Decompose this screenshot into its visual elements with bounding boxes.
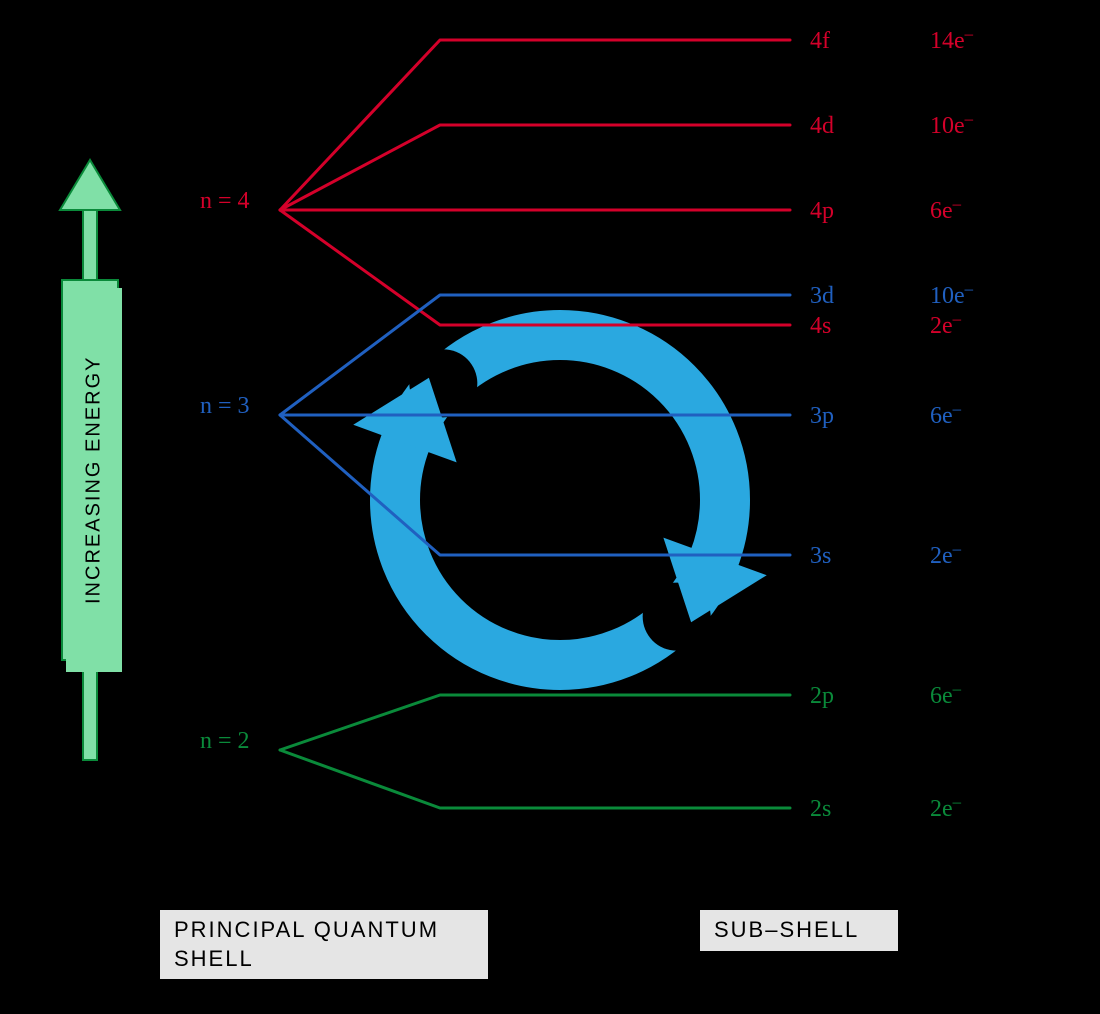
label-text: SUB–SHELL [714,917,859,942]
subshell-electrons: 2e– [930,309,962,340]
principal-quantum-shell-label: PRINCIPAL QUANTUM SHELL [160,910,488,979]
watermark-icon [353,335,766,665]
subshell-electrons: 14e– [930,24,974,55]
subshell-name: 2s [810,796,831,822]
subshell-electrons: 6e– [930,679,962,710]
subshell-name: 3p [810,403,834,429]
subshell-electrons: 6e– [930,399,962,430]
subshell-electrons: 2e– [930,539,962,570]
label-text: PRINCIPAL QUANTUM [174,917,439,942]
subshell-electrons: 10e– [930,109,974,140]
subshell-line: 4d 10e– [280,109,974,211]
diagram-canvas: 4f 14e– 4d 10e– 4p 6e– 4s 2e– 3d 10e– 3p 6e– 3s 2e– 2p… [0,0,1100,1014]
subshell-name: 2p [810,683,834,709]
sub-shell-label: SUB–SHELL [700,910,898,951]
shell-label: n = 2 [200,728,250,754]
subshell-name: 4s [810,313,831,339]
subshell-electrons: 2e– [930,792,962,823]
shell-label: n = 3 [200,393,250,419]
label-text: SHELL [174,946,254,971]
subshell-line: 4f 14e– [280,24,974,211]
subshell-name: 3s [810,543,831,569]
energy-arrow-label: INCREASING ENERGY [66,288,122,672]
subshell-line: 4s 2e– [280,210,962,339]
subshell-name: 4f [810,28,830,54]
subshell-name: 4p [810,198,834,224]
subshell-electrons: 6e– [930,194,962,225]
subshell-name: 4d [810,113,834,139]
shell-label: n = 4 [200,188,250,214]
subshell-line: 4p 6e– [280,194,962,225]
subshell-name: 3d [810,283,834,309]
subshell-electrons: 10e– [930,279,974,310]
subshell-line: 2p 6e– [280,679,962,751]
subshell-line: 2s 2e– [280,750,962,822]
